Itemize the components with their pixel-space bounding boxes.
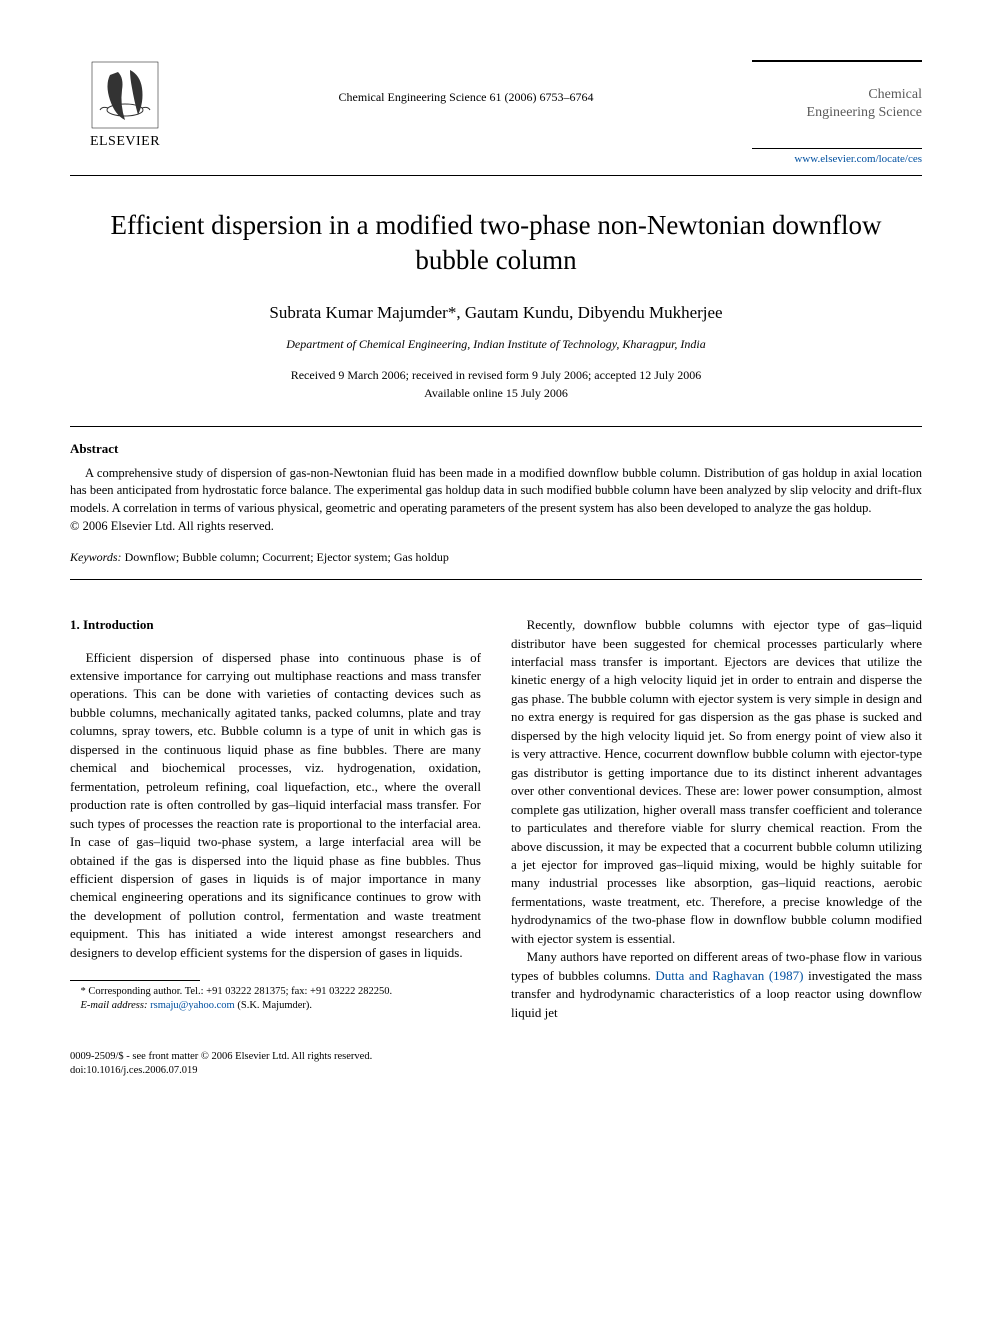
- citation-dutta-raghavan[interactable]: Dutta and Raghavan (1987): [655, 968, 803, 983]
- authors-line: Subrata Kumar Majumder*, Gautam Kundu, D…: [70, 303, 922, 323]
- publisher-name: ELSEVIER: [90, 134, 160, 150]
- section-1-heading: 1. Introduction: [70, 616, 481, 634]
- dates-received: Received 9 March 2006; received in revis…: [291, 368, 702, 382]
- keywords-label: Keywords:: [70, 550, 122, 564]
- body-columns: 1. Introduction Efficient dispersion of …: [70, 616, 922, 1022]
- journal-url-link[interactable]: www.elsevier.com/locate/ces: [752, 148, 922, 165]
- doi-line: doi:10.1016/j.ces.2006.07.019: [70, 1064, 922, 1078]
- dates-block: Received 9 March 2006; received in revis…: [70, 366, 922, 402]
- paper-title: Efficient dispersion in a modified two-p…: [110, 208, 882, 278]
- rule-above-abstract: [70, 426, 922, 427]
- rule-above-title: [70, 175, 922, 176]
- footnote-rule: [70, 980, 200, 981]
- dates-online: Available online 15 July 2006: [424, 386, 568, 400]
- keywords-value: Downflow; Bubble column; Cocurrent; Ejec…: [122, 550, 449, 564]
- abstract-heading: Abstract: [70, 441, 922, 457]
- email-label: E-mail address:: [81, 1000, 151, 1011]
- intro-para-1: Efficient dispersion of dispersed phase …: [70, 649, 481, 963]
- journal-block: Chemical Engineering Science www.elsevie…: [752, 60, 922, 165]
- citation-line: Chemical Engineering Science 61 (2006) 6…: [180, 60, 752, 105]
- journal-name-line2: Engineering Science: [807, 105, 922, 120]
- journal-name: Chemical Engineering Science: [752, 86, 922, 122]
- elsevier-logo: [90, 60, 160, 130]
- abstract-copyright: © 2006 Elsevier Ltd. All rights reserved…: [70, 519, 922, 534]
- journal-name-line1: Chemical: [868, 87, 922, 102]
- front-matter-line: 0009-2509/$ - see front matter © 2006 El…: [70, 1050, 922, 1064]
- keywords-line: Keywords: Downflow; Bubble column; Cocur…: [70, 550, 922, 565]
- paper-header: ELSEVIER Chemical Engineering Science 61…: [70, 60, 922, 165]
- abstract-body: A comprehensive study of dispersion of g…: [70, 465, 922, 518]
- email-footnote: E-mail address: rsmaju@yahoo.com (S.K. M…: [70, 999, 481, 1013]
- intro-para-3: Many authors have reported on different …: [511, 948, 922, 1022]
- bottom-meta: 0009-2509/$ - see front matter © 2006 El…: [70, 1050, 922, 1078]
- publisher-block: ELSEVIER: [70, 60, 180, 150]
- rule-below-keywords: [70, 579, 922, 580]
- intro-para-2: Recently, downflow bubble columns with e…: [511, 616, 922, 948]
- author-email-link[interactable]: rsmaju@yahoo.com: [150, 1000, 235, 1011]
- left-column: 1. Introduction Efficient dispersion of …: [70, 616, 481, 1022]
- corresponding-author-footnote: * Corresponding author. Tel.: +91 03222 …: [70, 985, 481, 999]
- email-suffix: (S.K. Majumder).: [235, 1000, 312, 1011]
- right-column: Recently, downflow bubble columns with e…: [511, 616, 922, 1022]
- affiliation-line: Department of Chemical Engineering, Indi…: [70, 337, 922, 352]
